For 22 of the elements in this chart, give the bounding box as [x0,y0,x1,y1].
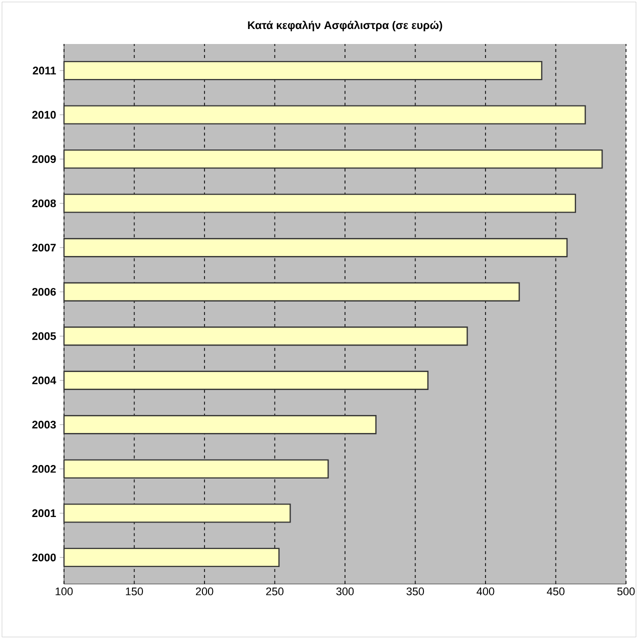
y-tick-label: 2011 [32,66,56,74]
x-tick-label: 100 [56,588,73,596]
x-tick-label: 300 [336,588,354,596]
x-tick-label: 500 [617,588,635,596]
y-tick-label: 2007 [32,244,56,252]
y-tick-label: 2006 [32,288,56,296]
y-tick-label: 2000 [32,554,56,562]
y-tick-label: 2009 [32,155,56,163]
x-tick-label: 200 [196,588,214,596]
chart-title: Κατά κεφαλήν Ασφάλιστρα (σε ευρώ) [248,20,442,32]
x-tick-label: 400 [476,588,494,596]
y-tick-label: 2001 [32,509,56,518]
x-tick-label: 150 [126,588,143,596]
x-tick-label: 450 [546,588,564,596]
y-tick-label: 2004 [32,376,56,384]
x-tick-label: 250 [266,588,284,596]
y-tick-label: 2005 [32,332,56,340]
y-tick-label: 2008 [32,199,56,208]
x-tick-label: 350 [406,588,424,596]
y-tick-label: 2003 [32,420,56,429]
y-tick-label: 2002 [32,465,56,473]
y-tick-label: 2010 [32,110,56,119]
